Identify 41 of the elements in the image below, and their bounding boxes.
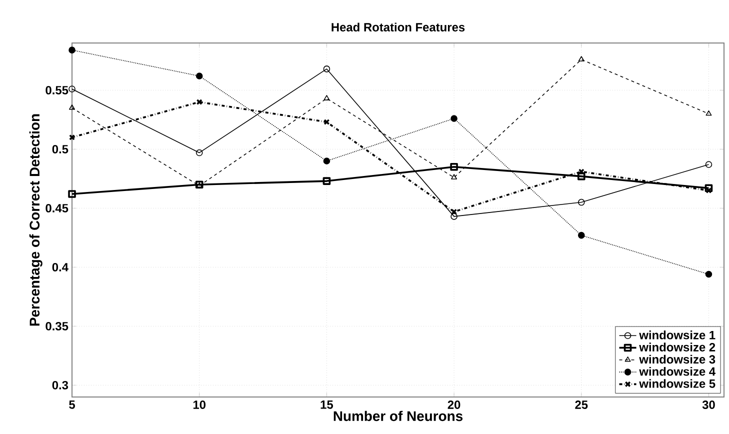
- legend-label: windowsize 4: [639, 366, 716, 376]
- point: [578, 56, 584, 62]
- legend-label: windowsize 2: [639, 342, 716, 352]
- point: [196, 72, 203, 80]
- point: [577, 172, 586, 180]
- point: [68, 190, 76, 198]
- y-tick-label: 0.5: [52, 144, 68, 154]
- x-tick-label: 25: [575, 400, 588, 409]
- point: [324, 95, 330, 100]
- point: [324, 119, 330, 126]
- point: [323, 158, 330, 164]
- point: [68, 46, 76, 54]
- x-tick-label: 5: [69, 400, 75, 409]
- point: [451, 174, 458, 180]
- point: [450, 162, 458, 171]
- y-tick-label: 0.3: [52, 380, 68, 390]
- x-tick-label: 10: [193, 400, 206, 409]
- point: [704, 184, 713, 192]
- chart-title: Head Rotation Features: [332, 22, 465, 32]
- point: [706, 110, 712, 116]
- point: [705, 270, 712, 278]
- y-axis-title: Percentage of Correct Detection: [29, 114, 42, 326]
- legend-label: windowsize 3: [639, 354, 716, 364]
- y-tick-label: 0.45: [46, 204, 68, 212]
- point: [578, 168, 584, 175]
- x-tick-label: 20: [448, 400, 460, 409]
- point: [450, 115, 458, 122]
- point: [68, 134, 76, 140]
- point: [578, 232, 585, 239]
- point: [322, 177, 331, 185]
- legend-label: windowsize 1: [639, 330, 716, 340]
- legend-label: windowsize 5: [639, 379, 716, 388]
- point: [69, 104, 76, 110]
- x-tick-label: 15: [320, 400, 334, 409]
- y-tick-label: 0.55: [46, 86, 68, 94]
- point: [196, 98, 202, 106]
- x-tick-label: 30: [702, 400, 715, 409]
- point: [706, 187, 712, 194]
- x-axis-title: Number of Neurons: [334, 410, 463, 422]
- y-tick-label: 0.4: [52, 262, 68, 272]
- y-tick-label: 0.35: [46, 322, 68, 330]
